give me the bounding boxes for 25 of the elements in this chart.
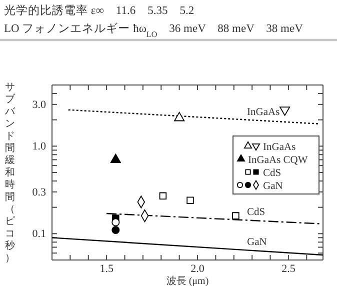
legend-label: GaN: [263, 181, 284, 192]
x-tick-label: 2.5: [282, 262, 296, 275]
series-label: InGaAs: [247, 106, 280, 118]
series-label: GaN: [247, 237, 268, 248]
point: [112, 218, 120, 226]
text: 光学的比誘電率 ε∞ 11.6 5.35 5.2: [4, 3, 194, 17]
legend-label: CdS: [263, 168, 282, 179]
point: [159, 192, 167, 200]
point: [112, 226, 120, 234]
point: [232, 212, 240, 220]
text: サブバンド間緩和時間（ピコ秒）: [5, 82, 15, 264]
x-tick-label: 2.0: [190, 262, 205, 275]
series-label: CdS: [247, 207, 266, 218]
y-tick-label: 1.0: [32, 140, 46, 153]
point: [186, 196, 194, 204]
point: [174, 112, 185, 122]
legend-label: InGaAs CQW: [248, 155, 308, 166]
y-tick-label: 3.0: [32, 98, 46, 111]
legend-label: InGaAs: [263, 142, 296, 153]
y-tick-label: 0.1: [32, 228, 46, 240]
x-axis-title: 波長 (μm): [166, 275, 209, 286]
y-tick-label: 0.3: [32, 186, 46, 198]
x-tick-label: 1.5: [100, 262, 114, 275]
text: LO フォノンエネルギー ħω$_{LO}$ 36 meV 88 meV 38 meV: [4, 23, 303, 38]
point: [110, 154, 121, 163]
